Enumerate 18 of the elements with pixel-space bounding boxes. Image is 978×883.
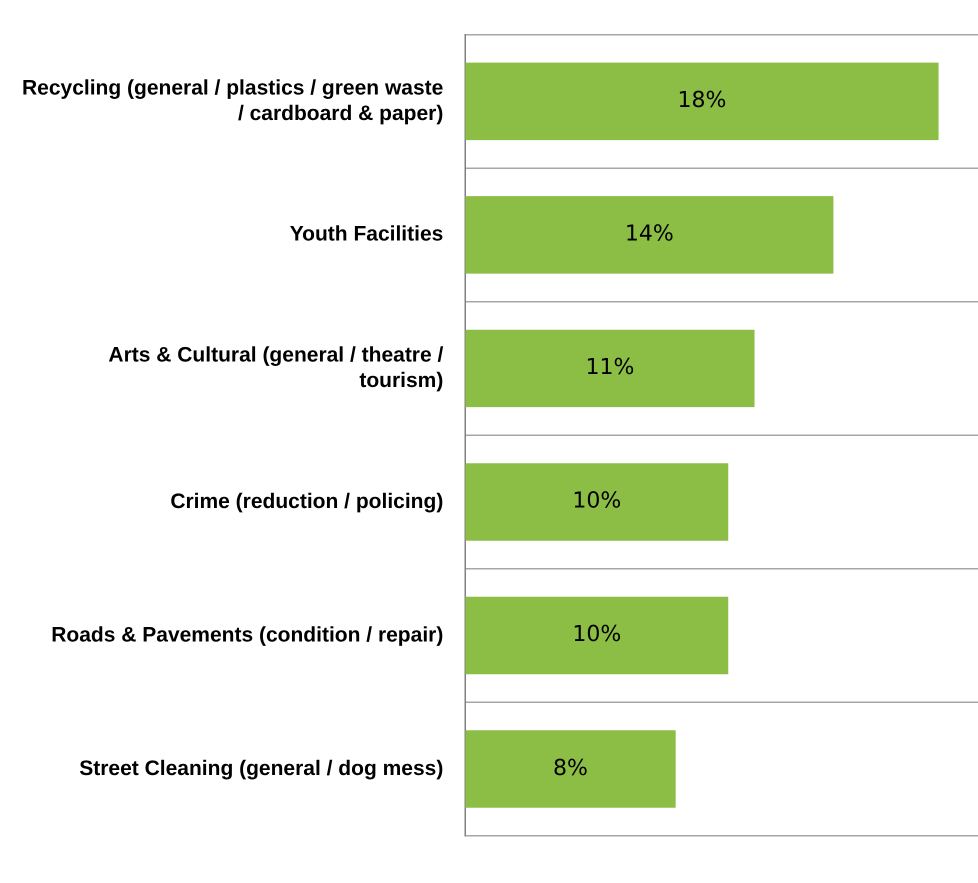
y-tick-label: Arts & Cultural (general / theatre / tourism)	[108, 344, 444, 392]
data-label: 14%	[624, 222, 674, 247]
bar	[465, 196, 834, 274]
data-label: 10%	[572, 488, 622, 514]
data-label: 10%	[572, 622, 622, 648]
bar	[465, 463, 728, 541]
y-tick-label: Recycling (general / plastics / green waste / cardboard & paper)	[22, 76, 444, 125]
y-tick-label: Street Cleaning (general / dog mess)	[79, 756, 444, 780]
bar	[465, 330, 755, 408]
bar	[465, 596, 728, 674]
data-label: 18%	[677, 88, 726, 114]
data-label: 8%	[553, 756, 588, 781]
y-tick-label: Youth Facilities	[290, 222, 444, 246]
bar	[465, 62, 939, 140]
data-label: 11%	[585, 355, 634, 380]
y-tick-label: Crime (reduction / policing)	[170, 490, 444, 513]
bar	[465, 730, 676, 808]
y-tick-label: Roads & Pavements (condition / repair)	[51, 623, 444, 646]
